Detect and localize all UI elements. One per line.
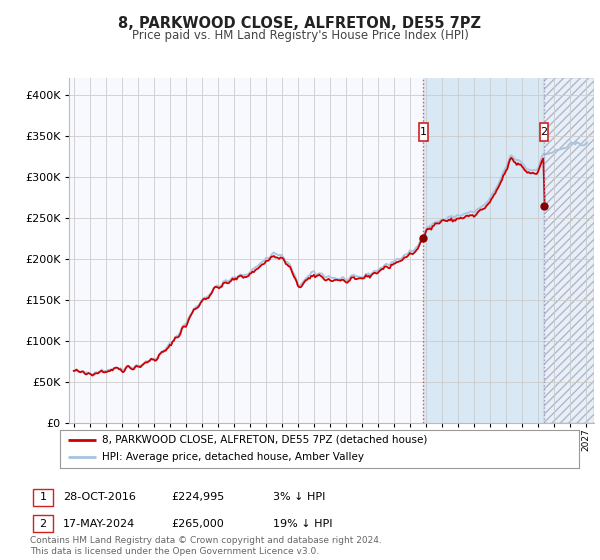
Text: 8, PARKWOOD CLOSE, ALFRETON, DE55 7PZ (detached house): 8, PARKWOOD CLOSE, ALFRETON, DE55 7PZ (d… xyxy=(101,435,427,445)
Text: 3% ↓ HPI: 3% ↓ HPI xyxy=(273,492,325,502)
Text: 8, PARKWOOD CLOSE, ALFRETON, DE55 7PZ: 8, PARKWOOD CLOSE, ALFRETON, DE55 7PZ xyxy=(119,16,482,31)
Bar xyxy=(544,78,594,423)
Text: Price paid vs. HM Land Registry's House Price Index (HPI): Price paid vs. HM Land Registry's House … xyxy=(131,29,469,42)
FancyBboxPatch shape xyxy=(419,123,428,141)
Text: Contains HM Land Registry data © Crown copyright and database right 2024.
This d: Contains HM Land Registry data © Crown c… xyxy=(30,536,382,556)
Text: £265,000: £265,000 xyxy=(171,519,224,529)
Text: 19% ↓ HPI: 19% ↓ HPI xyxy=(273,519,332,529)
Text: 1: 1 xyxy=(420,127,427,137)
Text: 1: 1 xyxy=(40,492,46,502)
FancyBboxPatch shape xyxy=(539,123,548,141)
Text: 2: 2 xyxy=(40,519,46,529)
Text: HPI: Average price, detached house, Amber Valley: HPI: Average price, detached house, Ambe… xyxy=(101,452,364,463)
Text: 28-OCT-2016: 28-OCT-2016 xyxy=(63,492,136,502)
Bar xyxy=(423,78,544,423)
Text: 17-MAY-2024: 17-MAY-2024 xyxy=(63,519,135,529)
Text: 2: 2 xyxy=(541,127,548,137)
Bar xyxy=(544,78,594,423)
Text: £224,995: £224,995 xyxy=(171,492,224,502)
